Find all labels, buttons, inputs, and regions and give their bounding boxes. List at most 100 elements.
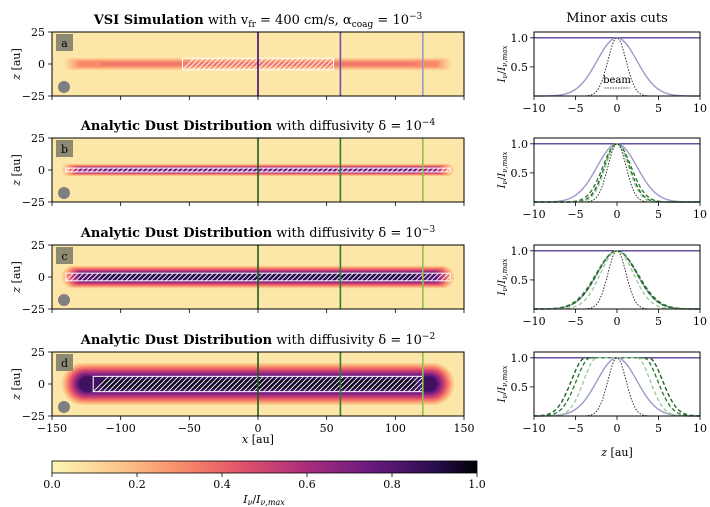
hatch-line bbox=[172, 376, 189, 392]
hatch-line bbox=[207, 57, 220, 71]
hatch-line bbox=[347, 376, 364, 392]
hatch-line bbox=[112, 376, 129, 392]
hatch-line bbox=[282, 376, 299, 392]
hatch-line bbox=[125, 272, 134, 282]
hatch-line bbox=[245, 167, 250, 173]
hatch-line bbox=[75, 272, 84, 282]
hatch-line bbox=[205, 167, 210, 173]
hatch-line bbox=[117, 376, 134, 392]
hatch-line bbox=[130, 272, 139, 282]
x-tick-label: −10 bbox=[522, 315, 545, 328]
hatch-line bbox=[262, 376, 279, 392]
hatch-line bbox=[135, 272, 144, 282]
hatch-line bbox=[307, 57, 320, 71]
hatch-line bbox=[175, 272, 184, 282]
hatch-line bbox=[105, 167, 110, 173]
hatch-line bbox=[177, 376, 194, 392]
panel-b: b 25 0 −25 z [au] Analytic Dust Distribution … bbox=[10, 118, 465, 209]
hatch-line bbox=[325, 167, 330, 173]
hatch-line bbox=[377, 376, 394, 392]
hatch-line bbox=[400, 167, 405, 173]
hatch-line bbox=[182, 57, 195, 71]
cut-panel-background bbox=[534, 352, 700, 416]
hatch-line bbox=[125, 167, 130, 173]
x-tick-label: 0 bbox=[255, 422, 262, 435]
cut-panel-d: 0.5 1.0 −10 −5 0 5 10 Iν/Iν,max bbox=[497, 351, 707, 435]
hatch-line bbox=[445, 275, 451, 282]
panel-letter-badge bbox=[56, 354, 73, 371]
hatch-line bbox=[232, 57, 245, 71]
hatch-line bbox=[302, 57, 315, 71]
hatch-line bbox=[202, 57, 215, 71]
cut-panel-b: 0.5 1.0 −10 −5 0 5 10 Iν/Iν,max bbox=[497, 137, 707, 221]
hatch-line bbox=[425, 167, 430, 173]
hatch-line bbox=[127, 376, 144, 392]
hatch-line bbox=[205, 272, 214, 282]
hatch-line bbox=[335, 167, 340, 173]
hatch-line bbox=[355, 272, 364, 282]
hatch-line bbox=[297, 57, 310, 71]
beam-marker bbox=[58, 81, 70, 93]
hatch-line bbox=[217, 376, 234, 392]
hatch-line bbox=[185, 167, 190, 173]
hatch-line bbox=[392, 376, 409, 392]
y-axis-label: z [au] bbox=[10, 154, 23, 187]
panel-letter-badge bbox=[56, 247, 73, 264]
colorbar-tick-label: 0.6 bbox=[298, 478, 316, 491]
colorbar-tick-label: 0.0 bbox=[43, 478, 61, 491]
hatch-line bbox=[375, 272, 384, 282]
colorbar-tick-label: 0.8 bbox=[383, 478, 401, 491]
hatch-line bbox=[247, 376, 264, 392]
hatch-line bbox=[285, 167, 290, 173]
y-tick-label: −25 bbox=[22, 90, 45, 103]
hatch-line bbox=[70, 167, 75, 173]
panel-letter: a bbox=[61, 37, 68, 50]
colorbar-tick-label: 0.2 bbox=[128, 478, 146, 491]
cuts-title: Minor axis cuts bbox=[566, 11, 668, 26]
hatch-line bbox=[440, 272, 449, 282]
y-axis-label: Iν/Iν,max bbox=[497, 46, 509, 84]
colorbar-label: Iν/Iν,max bbox=[242, 493, 285, 507]
beam-marker bbox=[58, 294, 70, 306]
panel-c: c 25 0 −25 z [au] Analytic Dust Distribution … bbox=[10, 225, 465, 316]
hatch-line bbox=[350, 167, 355, 173]
panel-title: Analytic Dust Distribution with diffusiv… bbox=[80, 118, 436, 134]
panel-letter-badge bbox=[56, 34, 73, 51]
y-tick-label: 1.0 bbox=[511, 32, 529, 45]
hatch-line bbox=[180, 167, 185, 173]
hatch-line bbox=[192, 376, 209, 392]
hatch-line bbox=[152, 376, 169, 392]
hatch-line bbox=[242, 376, 259, 392]
hatch-line bbox=[80, 167, 85, 173]
hatch-line bbox=[122, 376, 139, 392]
hatch-line bbox=[400, 272, 409, 282]
hatch-line bbox=[155, 272, 164, 282]
hatch-line bbox=[265, 167, 270, 173]
hatch-line bbox=[310, 167, 315, 173]
hatch-line bbox=[372, 376, 389, 392]
x-tick-label: 5 bbox=[655, 422, 662, 435]
x-tick-label: 0 bbox=[614, 315, 621, 328]
hatch-line bbox=[390, 272, 399, 282]
y-tick-label: 0.5 bbox=[511, 381, 529, 394]
hatch-line bbox=[217, 57, 230, 71]
hatch-line bbox=[227, 57, 240, 71]
beam-marker bbox=[58, 401, 70, 413]
y-tick-label: −25 bbox=[22, 303, 45, 316]
hatch-line bbox=[65, 167, 70, 173]
hatch-line bbox=[302, 376, 319, 392]
hatch-line bbox=[187, 376, 204, 392]
hatch-line bbox=[385, 167, 390, 173]
hatch-line bbox=[280, 272, 289, 282]
x-tick-label: −10 bbox=[522, 102, 545, 115]
hatch-line bbox=[330, 272, 339, 282]
y-tick-label: 25 bbox=[31, 239, 45, 252]
series-line bbox=[534, 357, 700, 417]
hatch-line bbox=[185, 272, 194, 282]
hatch-line bbox=[345, 272, 354, 282]
hatch-line bbox=[287, 376, 304, 392]
hatch-line bbox=[160, 272, 169, 282]
hatch-line bbox=[207, 376, 224, 392]
hatch-line bbox=[415, 167, 420, 173]
hatch-line bbox=[195, 272, 204, 282]
